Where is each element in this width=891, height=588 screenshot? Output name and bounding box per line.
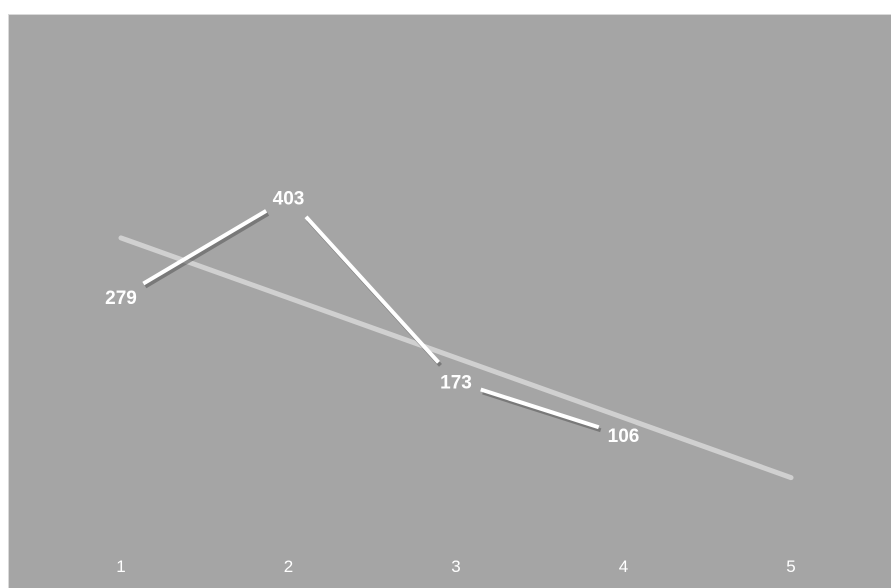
series-line-shadow [144, 212, 270, 289]
x-tick-label: 5 [786, 557, 795, 576]
series-line-segment [480, 387, 600, 430]
series-line-segment [304, 215, 440, 364]
drop-lines [120, 217, 625, 520]
series-layer [142, 209, 602, 433]
data-labels: 279 403 173 106 [105, 189, 639, 448]
data-label: 279 [105, 288, 137, 309]
x-tick-label: 2 [284, 557, 293, 576]
trendline-layer [118, 235, 794, 481]
series-line-segment [142, 209, 268, 286]
trendline [118, 235, 794, 481]
x-tick-label: 4 [619, 557, 628, 576]
data-label: 403 [273, 189, 305, 210]
chart-area [8, 14, 891, 588]
x-tick-label: 3 [451, 557, 460, 576]
x-tick-label: 1 [116, 557, 125, 576]
data-label: 106 [608, 426, 640, 447]
x-axis-tick-labels: 1 2 3 4 5 [116, 557, 795, 576]
data-label: 173 [440, 373, 472, 394]
series-line-shadow [482, 390, 602, 433]
